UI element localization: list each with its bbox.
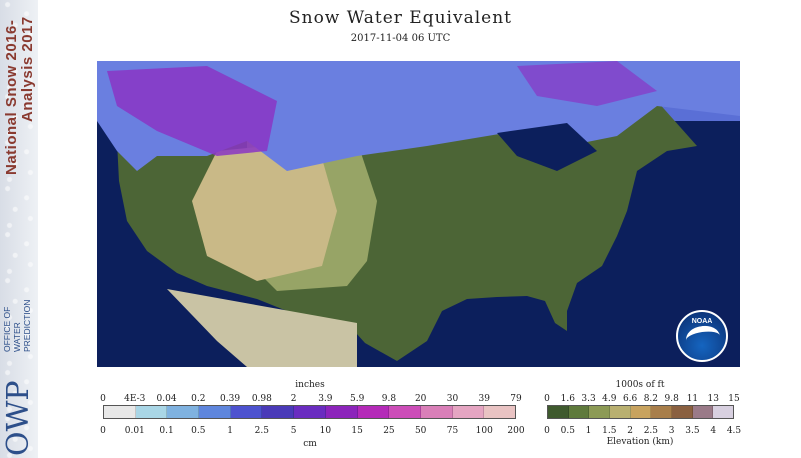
swe-swatch — [420, 406, 453, 418]
swe-top-tick-label: 0.39 — [220, 394, 241, 404]
swe-top-unit: inches — [295, 380, 325, 390]
swe-swatch — [294, 406, 326, 418]
elev-swatch — [610, 406, 631, 418]
elev-top-tick-label: 9.8 — [664, 394, 679, 404]
swe-bottom-tick-label: 1 — [227, 426, 233, 436]
swe-bottom-tick-label: 0.5 — [191, 426, 206, 436]
swe-swatch — [452, 406, 485, 418]
swe-top-tick-label: 2 — [290, 394, 297, 404]
elev-bottom-tick-label: 2.5 — [643, 426, 659, 436]
swe-swatch — [199, 406, 231, 418]
elev-bottom-tick-label: 0 — [544, 426, 550, 436]
swe-swatch — [135, 406, 168, 418]
swe-swatch — [167, 406, 200, 418]
elev-top-tick-label: 11 — [686, 394, 699, 404]
swe-color-bar — [103, 405, 516, 419]
snow-texture — [0, 0, 38, 458]
swe-top-tick-label: 30 — [446, 394, 459, 404]
elev-top-tick-label: 15 — [728, 394, 740, 404]
elev-swatch — [630, 406, 652, 418]
mexico — [167, 289, 357, 367]
swe-top-tick-label: 0.04 — [156, 394, 177, 404]
swe-swatch — [389, 406, 421, 418]
swe-swatch — [230, 406, 263, 418]
swe-swatch — [104, 406, 136, 418]
elev-bottom-tick-label: 0.5 — [560, 426, 575, 436]
swe-bottom-tick-label: 50 — [414, 426, 427, 436]
elev-top-tick-label: 3.3 — [581, 394, 596, 404]
elev-swatch — [589, 406, 611, 418]
elev-top-tick-label: 6.6 — [622, 394, 638, 404]
org-line3: PREDICTION — [22, 299, 32, 352]
swe-swatch — [484, 406, 515, 418]
elev-swatch — [692, 406, 714, 418]
elev-swatch — [651, 406, 673, 418]
org-logo-text: OWP — [1, 380, 36, 456]
elev-color-bar — [547, 405, 734, 419]
swe-top-tick-label: 5.9 — [349, 394, 365, 404]
swe-bottom-tick-label: 5 — [290, 426, 297, 436]
swe-top-tick-label: 9.8 — [381, 394, 397, 404]
swe-bottom-tick-label: 10 — [319, 426, 332, 436]
swe-swatch — [325, 406, 358, 418]
swe-bottom-tick-label: 15 — [351, 426, 363, 436]
elev-bottom-tick-label: 4.5 — [726, 426, 742, 436]
elev-top-tick-label: 1.6 — [560, 394, 575, 404]
elev-bottom-tick-label: 4 — [710, 426, 717, 436]
swe-top-tick-label: 3.9 — [318, 394, 333, 404]
snow-map — [97, 61, 740, 367]
swe-top-tick-label: 0 — [100, 394, 106, 404]
swe-top-tick-label: 0.2 — [191, 394, 206, 404]
noaa-logo-icon: NOAA — [676, 310, 728, 362]
elev-top-tick-label: 8.2 — [643, 394, 659, 404]
elev-top-tick-label: 13 — [707, 394, 719, 404]
heavy-snow — [107, 66, 277, 156]
swe-top-tick-label: 0.98 — [251, 394, 272, 404]
elev-bottom-tick-label: 2 — [627, 426, 633, 436]
swe-top-tick-label: 4E-3 — [124, 394, 146, 404]
elev-swatch — [713, 406, 734, 418]
elev-top-tick-label: 4.9 — [602, 394, 617, 404]
page-title: Snow Water Equivalent — [288, 8, 513, 28]
elev-bottom-tick-label: 1.5 — [602, 426, 617, 436]
sidebar-banner: National Snow 2016- Analysis 2017 OFFICE… — [0, 0, 38, 458]
swe-bottom-tick-label: 0.1 — [159, 426, 174, 436]
elev-top-tick-label: 0 — [544, 394, 550, 404]
org-line2: WATER — [12, 322, 22, 352]
timestamp: 2017-11-04 06 UTC — [350, 33, 451, 44]
swe-bottom-tick-label: 75 — [446, 426, 459, 436]
seagull-icon — [684, 323, 722, 353]
elev-bottom-tick-label: 1 — [585, 426, 592, 436]
noaa-logo-text: NOAA — [691, 318, 713, 325]
swe-bottom-tick-label: 25 — [383, 426, 395, 436]
swe-bottom-tick-label: 200 — [507, 426, 525, 436]
elev-top-unit: 1000s of ft — [615, 380, 665, 390]
swe-swatch — [262, 406, 295, 418]
swe-swatch — [357, 406, 390, 418]
swe-bottom-tick-label: 2.5 — [254, 426, 270, 436]
swe-bottom-tick-label: 0.01 — [124, 426, 145, 436]
org-line1: OFFICE OF — [2, 306, 12, 352]
swe-top-tick-label: 20 — [414, 394, 427, 404]
swe-top-tick-label: 79 — [510, 394, 522, 404]
heavy-snow-east — [517, 61, 657, 106]
elev-swatch — [568, 406, 590, 418]
elev-bottom-unit: Elevation (km) — [606, 437, 674, 447]
elev-bottom-tick-label: 3 — [668, 426, 675, 436]
swe-bottom-tick-label: 0 — [100, 426, 106, 436]
elev-bottom-tick-label: 3.5 — [685, 426, 700, 436]
swe-bottom-unit: cm — [303, 439, 317, 449]
swe-bottom-tick-label: 100 — [475, 426, 493, 436]
elev-swatch — [672, 406, 693, 418]
elev-swatch — [548, 406, 569, 418]
great-lakes — [497, 123, 597, 171]
rockies — [192, 141, 337, 281]
swe-top-tick-label: 39 — [478, 394, 490, 404]
